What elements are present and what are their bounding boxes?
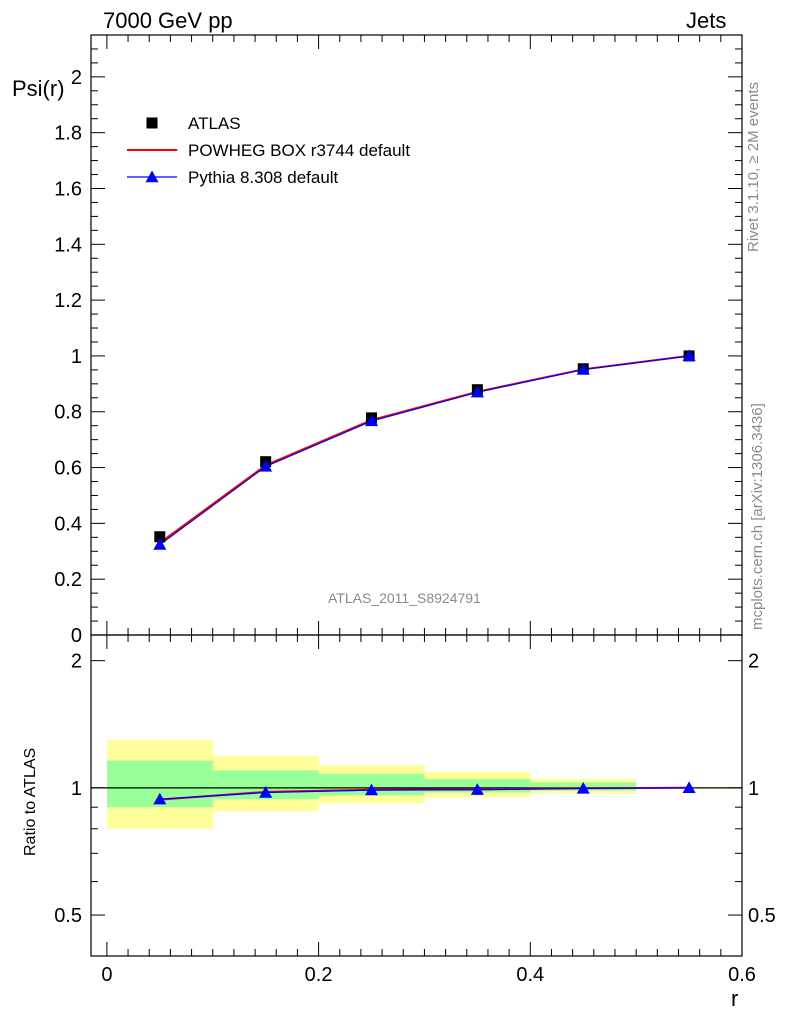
legend-atlas-marker (146, 117, 158, 129)
x-tick-label: 0.2 (305, 964, 333, 986)
pythia-point (365, 414, 379, 427)
ratio-pythia-point (470, 783, 484, 795)
x-tick-label: 0 (101, 964, 112, 986)
ratio-frame (90, 634, 743, 957)
pythia-point (576, 363, 590, 375)
mcplots-label: mcplots.cern.ch [arXiv:1306.3436] (749, 403, 766, 630)
ratio-ylabel: Ratio to ATLAS (22, 747, 39, 856)
legend-label: ATLAS (188, 114, 241, 133)
legend-label: Pythia 8.308 default (188, 168, 339, 187)
main-y-tick-label: 0.2 (54, 569, 82, 591)
ratio-y-tick-label-right: 2 (748, 651, 759, 673)
x-tick-label: 0.4 (516, 964, 544, 986)
ratio-y-tick-label-right: 0.5 (748, 905, 776, 927)
ratio-y-tick-label: 2 (71, 651, 82, 673)
series-layer (145, 170, 696, 805)
ratio-pythia-line (159, 787, 690, 800)
header-right: Jets (686, 8, 727, 33)
main-y-tick-label: 1.2 (54, 290, 82, 312)
atlas-point (154, 531, 166, 543)
ratio-pythia-point (259, 785, 273, 798)
ratio-y-tick-label: 1 (71, 778, 82, 800)
main-y-tick-label: 1.8 (54, 123, 82, 145)
ratio-pythia-point (576, 781, 590, 794)
ratio-y-tick-label: 0.5 (54, 905, 82, 927)
pythia-line (159, 355, 690, 546)
main-y-tick-label: 1.4 (54, 234, 82, 256)
ratio-pythia-point (682, 781, 696, 794)
main-y-tick-label: 0.8 (54, 402, 82, 424)
main-y-tick-label: 0.6 (54, 458, 82, 480)
legend-label: POWHEG BOX r3744 default (188, 141, 410, 160)
pythia-point (153, 538, 167, 550)
powheg-line (159, 354, 690, 544)
main-y-tick-label: 2 (71, 67, 82, 89)
analysis-label: ATLAS_2011_S8924791 (328, 590, 481, 606)
main-y-tick-label: 1.6 (54, 178, 82, 200)
pythia-point (682, 349, 696, 362)
header-left: 7000 GeV pp (103, 8, 233, 33)
main-y-tick-label: 0.4 (54, 513, 82, 535)
xlabel: r (731, 986, 739, 1011)
pythia-point (470, 385, 484, 398)
rivet-label: Rivet 3.1.10, ≥ 2M events (745, 82, 762, 252)
pythia-point (259, 459, 273, 472)
ratio-y-tick-label-right: 1 (748, 778, 759, 800)
ratio-pythia-point (365, 783, 379, 796)
ratio-pythia-point (153, 792, 167, 805)
main-y-tick-label: 1 (71, 346, 82, 368)
legend: ATLAS POWHEG BOX r3744 default Pythia 8.30… (127, 114, 410, 187)
main-y-tick-label: 0 (71, 625, 82, 647)
x-tick-label: 0.6 (728, 964, 756, 986)
main-ylabel: Psi(r) (12, 76, 65, 101)
ratio-bands-layer (106, 739, 742, 829)
